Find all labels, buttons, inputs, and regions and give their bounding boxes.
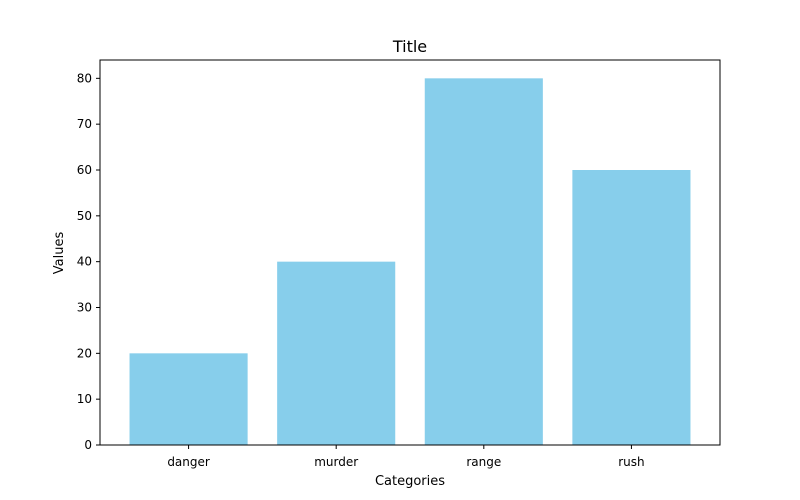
x-tick-label-rush: rush xyxy=(618,455,644,469)
y-axis-ticks: 0 10 20 30 40 50 60 70 80 xyxy=(77,71,100,452)
y-tick-label-40: 40 xyxy=(77,255,92,269)
y-axis-label: Values xyxy=(52,232,67,275)
x-tick-label-murder: murder xyxy=(314,455,358,469)
y-tick-label-80: 80 xyxy=(77,71,92,85)
y-tick-label-50: 50 xyxy=(77,209,92,223)
plot-area-frame xyxy=(99,59,721,446)
x-axis-ticks: danger murder range rush xyxy=(167,445,645,469)
bars-group xyxy=(129,78,691,445)
bar-rush xyxy=(572,170,691,445)
bar-danger xyxy=(129,353,248,445)
x-axis-label: Categories xyxy=(375,474,445,489)
x-tick-label-range: range xyxy=(466,455,501,469)
bar-range xyxy=(424,78,543,445)
x-tick-label-danger: danger xyxy=(167,455,210,469)
y-tick-label-0: 0 xyxy=(84,438,92,452)
y-tick-label-20: 20 xyxy=(77,346,92,360)
chart-title: Title xyxy=(392,37,427,56)
y-tick-label-10: 10 xyxy=(77,392,92,406)
y-tick-label-60: 60 xyxy=(77,163,92,177)
y-tick-label-70: 70 xyxy=(77,117,92,131)
bar-murder xyxy=(277,261,396,445)
y-tick-label-30: 30 xyxy=(77,301,92,315)
